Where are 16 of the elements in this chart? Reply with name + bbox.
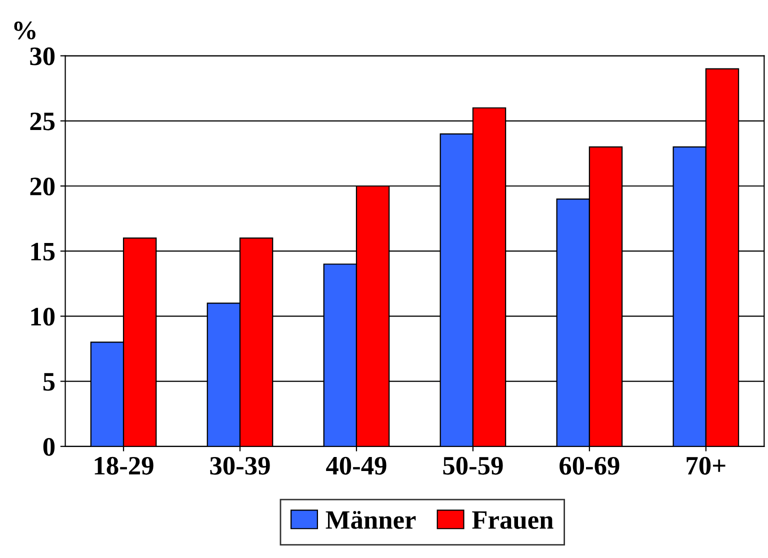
y-tick-label: 0 xyxy=(43,438,55,456)
y-tick-label: 30 xyxy=(30,47,55,66)
legend-label: Männer xyxy=(326,510,416,529)
x-tick-label: 30-39 xyxy=(210,456,270,475)
x-tick-label: 70+ xyxy=(686,456,726,475)
y-tick-label: 5 xyxy=(43,373,55,391)
legend-label: Frauen xyxy=(472,511,554,529)
x-tick-label: 50-59 xyxy=(443,456,503,475)
x-tick-label: 60-69 xyxy=(560,456,620,475)
x-tick-label: 40-49 xyxy=(326,456,386,475)
y-tick-label: 25 xyxy=(30,112,55,130)
y-tick-label: 15 xyxy=(31,242,55,261)
x-tick-label: 18-29 xyxy=(94,456,154,475)
y-tick-label: 20 xyxy=(30,178,55,196)
y-tick-label: 10 xyxy=(31,308,55,326)
y-axis-title: % xyxy=(14,22,36,40)
